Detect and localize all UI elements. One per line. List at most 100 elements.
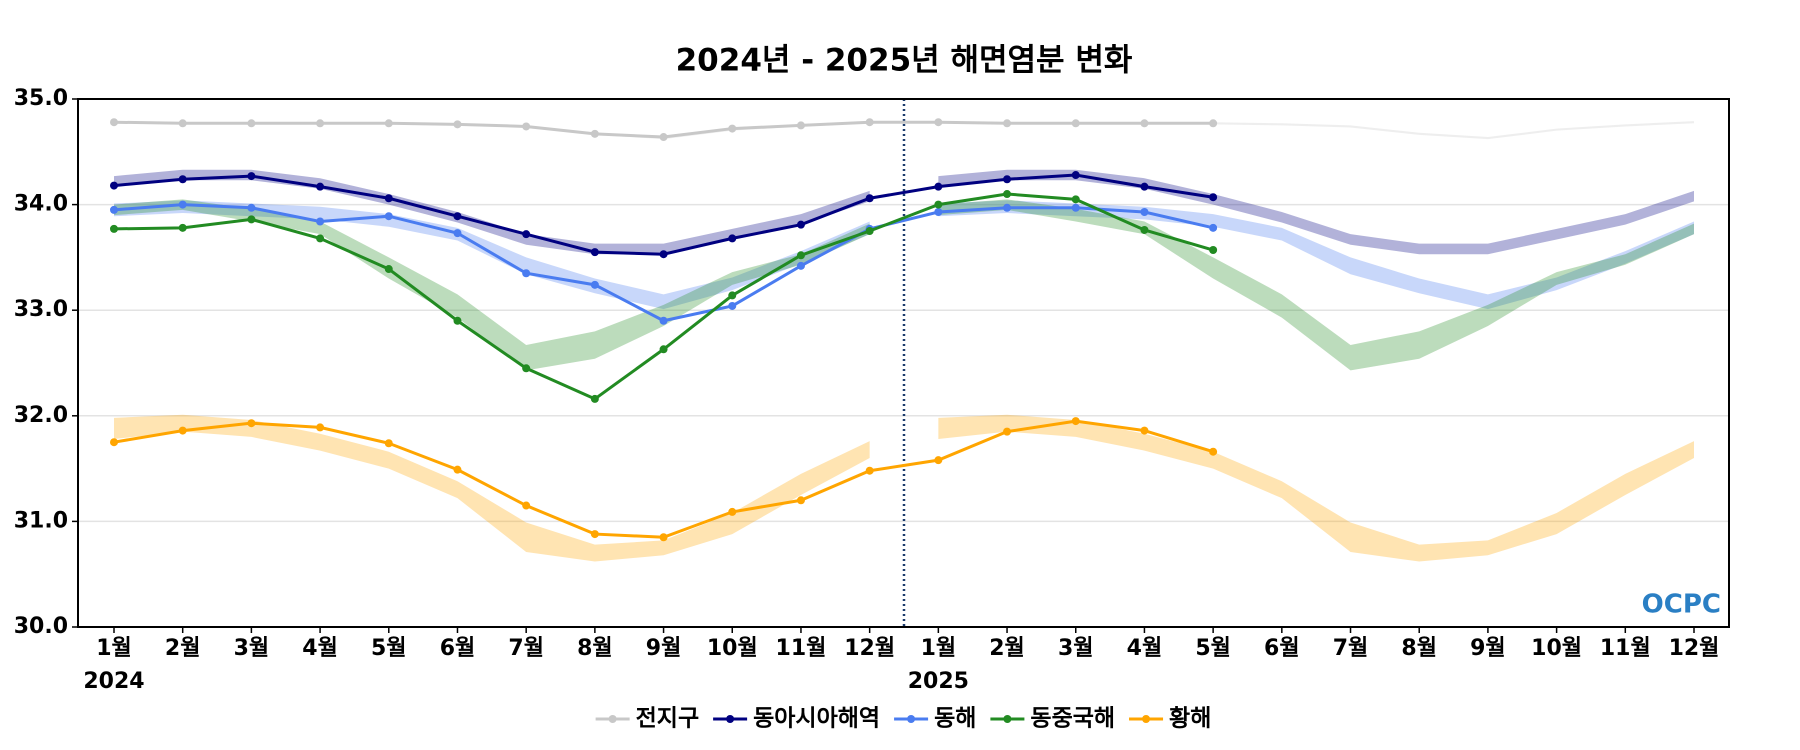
legend-label: 동중국해 <box>1030 706 1115 732</box>
x-tick-label: 4월 <box>302 636 338 661</box>
data-point <box>796 251 805 260</box>
data-point <box>1003 119 1012 128</box>
data-point <box>316 423 325 432</box>
data-point <box>522 501 531 510</box>
x-tick-label: 3월 <box>1058 636 1094 661</box>
data-point <box>178 223 187 232</box>
data-point <box>316 234 325 243</box>
data-point <box>1071 195 1080 204</box>
data-point <box>728 124 737 133</box>
data-point <box>728 234 737 243</box>
data-point <box>110 181 118 190</box>
data-point <box>110 224 118 233</box>
data-point <box>1209 119 1218 128</box>
y-tick-label: 30.0 <box>14 614 68 639</box>
data-point <box>1140 207 1149 216</box>
x-tick-label: 12월 <box>1669 636 1720 661</box>
data-point <box>796 261 805 270</box>
data-point <box>453 316 462 325</box>
y-tick-label: 32.0 <box>14 403 68 428</box>
x-tick-label: 9월 <box>1470 636 1506 661</box>
data-point <box>384 119 393 128</box>
data-point <box>384 194 393 203</box>
x-tick-label: 3월 <box>234 636 270 661</box>
data-point <box>659 250 668 259</box>
watermark: OCPC <box>1642 590 1721 620</box>
data-point <box>1209 246 1218 255</box>
legend-label: 황해 <box>1169 706 1211 732</box>
data-point <box>522 364 531 373</box>
data-point <box>659 316 668 325</box>
data-point <box>934 207 943 216</box>
data-point <box>384 212 393 221</box>
data-point <box>247 419 256 428</box>
data-point <box>865 118 874 127</box>
data-point <box>659 345 668 354</box>
data-point <box>247 203 256 212</box>
data-point <box>934 456 943 465</box>
x-tick-label: 2월 <box>165 636 201 661</box>
data-point <box>728 507 737 516</box>
data-point <box>178 119 187 128</box>
data-point <box>110 438 118 447</box>
legend-marker <box>1003 715 1012 723</box>
x-tick-label: 7월 <box>1333 636 1369 661</box>
x-tick-label: 5월 <box>1195 636 1231 661</box>
y-tick-label: 31.0 <box>14 508 68 533</box>
data-point <box>178 426 187 435</box>
data-point <box>316 119 325 128</box>
data-point <box>453 120 462 129</box>
x-group-label: 2024 <box>83 669 144 694</box>
data-point <box>453 212 462 221</box>
data-point <box>934 118 943 127</box>
x-tick-label: 8월 <box>577 636 613 661</box>
data-point <box>110 205 118 214</box>
data-point <box>934 182 943 191</box>
data-point <box>247 215 256 224</box>
data-point <box>1071 171 1080 180</box>
x-tick-label: 12월 <box>844 636 895 661</box>
data-point <box>728 291 737 300</box>
y-tick-label: 33.0 <box>14 297 68 322</box>
data-point <box>1140 225 1149 234</box>
data-point <box>178 200 187 209</box>
data-point <box>522 122 531 131</box>
data-point <box>1209 447 1218 456</box>
legend-marker <box>608 715 617 723</box>
x-tick-label: 6월 <box>1264 636 1300 661</box>
data-point <box>522 230 531 239</box>
data-point <box>728 301 737 310</box>
data-point <box>247 172 256 181</box>
data-point <box>590 129 599 138</box>
data-point <box>522 269 531 278</box>
y-tick-label: 34.0 <box>14 192 68 217</box>
x-tick-label: 1월 <box>921 636 957 661</box>
data-point <box>934 200 943 209</box>
range-band <box>938 199 1694 371</box>
data-point <box>590 394 599 403</box>
data-point <box>590 248 599 257</box>
data-point <box>1003 190 1012 199</box>
data-point <box>1071 417 1080 426</box>
x-tick-label: 2월 <box>989 636 1025 661</box>
data-point <box>865 194 874 203</box>
x-tick-label: 5월 <box>371 636 407 661</box>
data-point <box>659 133 668 142</box>
data-point <box>796 220 805 229</box>
range-band <box>114 199 870 371</box>
legend-marker <box>907 715 916 723</box>
legend-label: 동해 <box>934 706 976 732</box>
data-point <box>453 465 462 474</box>
data-point <box>1140 182 1149 191</box>
data-point <box>1003 203 1012 212</box>
legend: 전지구 동아시아해역 동해 동중국해 황해 <box>595 706 1211 732</box>
x-tick-label: 11월 <box>1600 636 1651 661</box>
data-point <box>1209 193 1218 202</box>
plot-frame <box>77 98 1730 628</box>
x-tick-label: 8월 <box>1401 636 1437 661</box>
range-band <box>938 200 1694 310</box>
data-point <box>590 530 599 539</box>
data-point <box>384 265 393 274</box>
